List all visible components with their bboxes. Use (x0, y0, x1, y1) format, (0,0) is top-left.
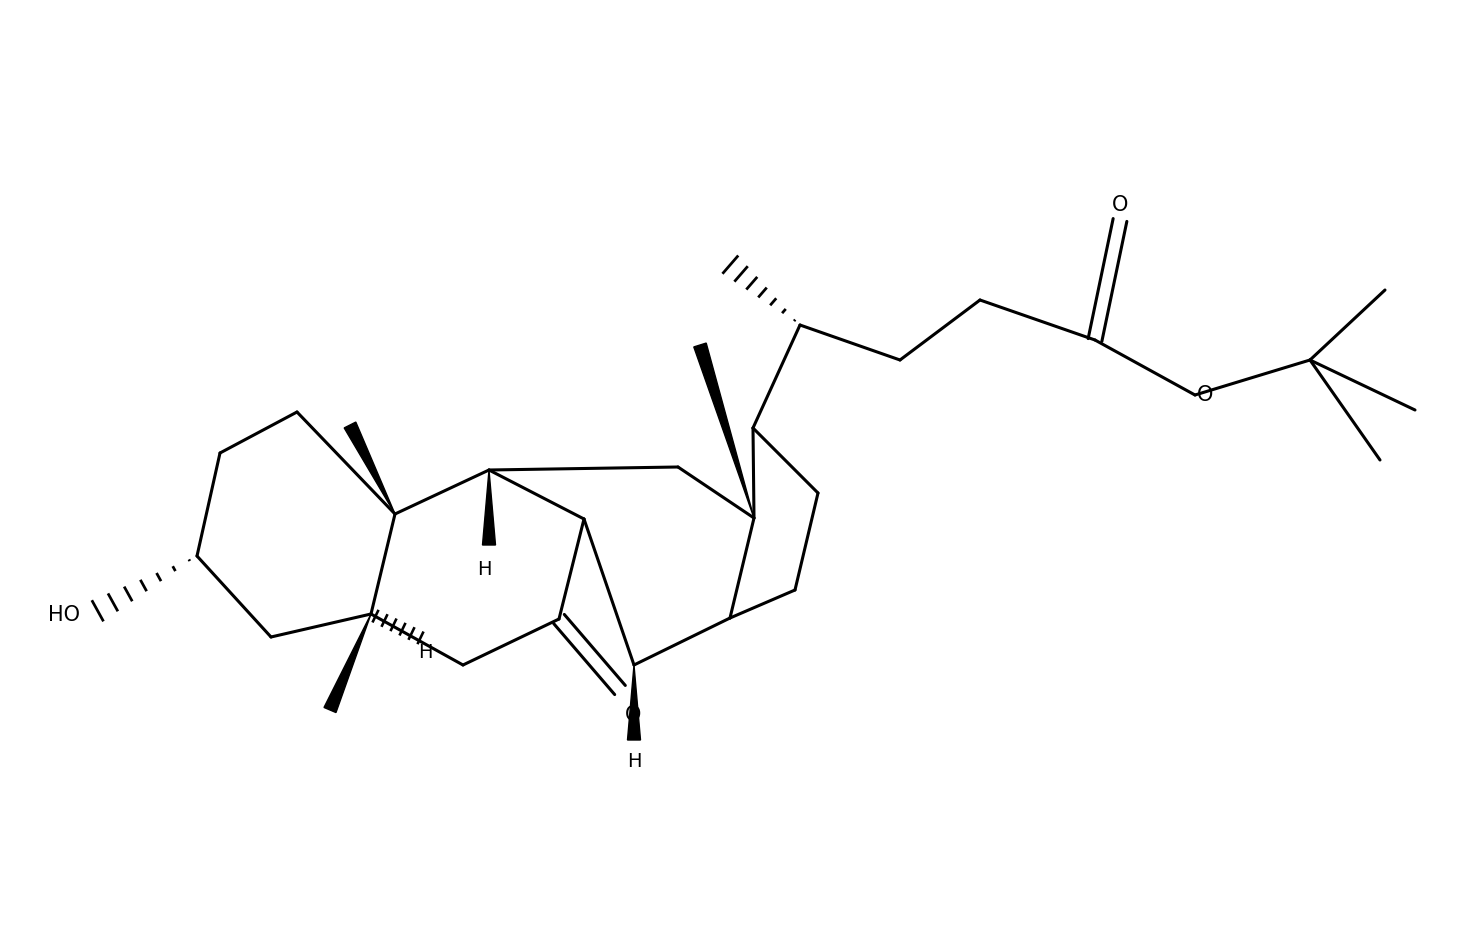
Text: HO: HO (47, 605, 80, 625)
Text: O: O (1197, 385, 1214, 405)
Polygon shape (627, 665, 640, 740)
Polygon shape (344, 422, 396, 514)
Polygon shape (694, 344, 754, 518)
Text: H: H (477, 560, 491, 579)
Text: O: O (625, 705, 642, 725)
Polygon shape (325, 614, 370, 712)
Text: H: H (418, 643, 433, 662)
Text: H: H (627, 752, 642, 771)
Text: O: O (1112, 195, 1128, 215)
Polygon shape (483, 470, 495, 545)
